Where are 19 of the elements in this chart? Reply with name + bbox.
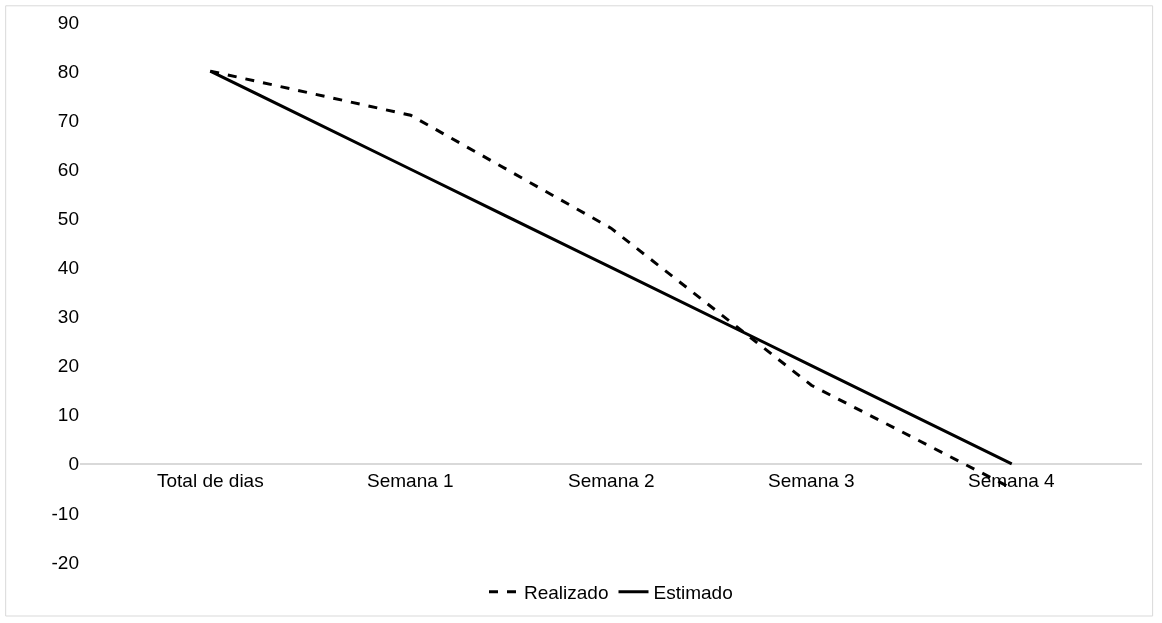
y-tick-label: 10 <box>57 404 79 426</box>
y-tick-label: 80 <box>57 60 79 82</box>
x-tick-label: Semana 3 <box>768 470 855 491</box>
y-tick-label: -20 <box>51 551 79 573</box>
y-tick-label: 90 <box>57 11 79 33</box>
x-tick-label: Total de dias <box>157 470 264 491</box>
legend-label: Estimado <box>653 582 733 604</box>
x-tick-label: Semana 4 <box>968 470 1056 491</box>
y-tick-label: 0 <box>68 453 79 475</box>
y-tick-label: 30 <box>57 306 79 328</box>
x-tick-label: Semana 1 <box>367 470 454 491</box>
y-tick-label: 20 <box>57 355 79 377</box>
y-tick-label: 50 <box>57 208 79 230</box>
y-tick-label: -10 <box>51 502 79 524</box>
legend-label: Realizado <box>524 582 609 604</box>
y-tick-label: 60 <box>57 158 79 180</box>
x-tick-label: Semana 2 <box>568 470 655 491</box>
y-tick-label: 40 <box>57 257 79 279</box>
y-tick-label: 70 <box>57 109 79 131</box>
